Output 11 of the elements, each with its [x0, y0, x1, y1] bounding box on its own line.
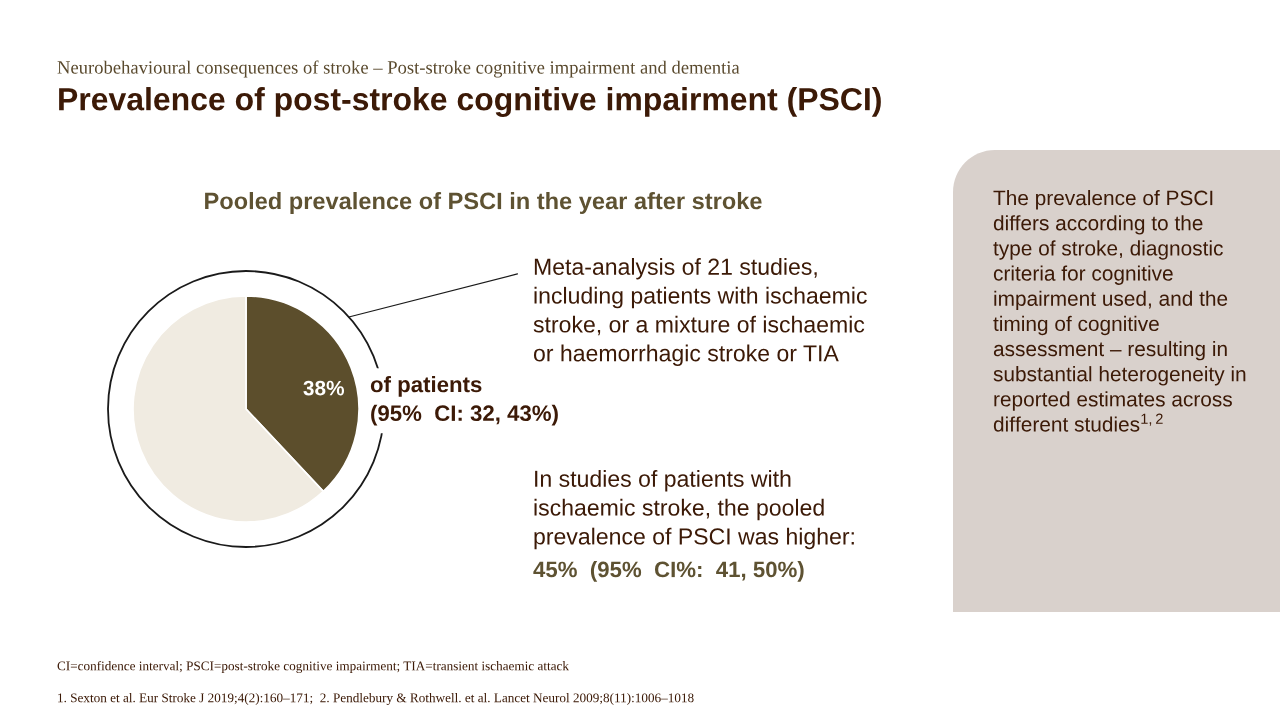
text: The prevalence of PSCI differs according to the type of stroke, diagnostic criteria for cognitive impairment used, and the timing of cognitive assessment – resulting in substantial heterogeneity in reported estimates across different studies$^{1,2}$ [993, 190, 1246, 432]
text: Meta-analysis of 21 studies, including patients with ischaemic stroke, or a mixture of ischaemic or haemorrhagic stroke or TIA [533, 258, 867, 367]
data-label: 38% [303, 380, 345, 396]
text: Pooled prevalence of PSCI in the year after stroke [205, 191, 762, 214]
text: 45% (95% CI%: 41, 50%) [533, 561, 804, 582]
text: Neurobehavioural consequences of stroke – Post-stroke cognitive impairment and dementia [57, 60, 740, 78]
text: of patients (95% CI: 32, 43%) [370, 376, 558, 426]
text: Prevalence of post-stroke cognitive impairment (PSCI) [59, 87, 881, 117]
text: In studies of patients with ischaemic stroke, the pooled prevalence of PSCI was higher: [534, 470, 854, 550]
text: CI=confidence interval; PSCI=post-stroke cognitive impairment; TIA=transient ischaemic attack [57, 660, 569, 674]
text: 1. Sexton et al. Eur Stroke J 2019;4(2):160–171; 2. Pendlebury & Rothwell. et al. Lancet Neurol 2009;8(11):1006–1018 [58, 693, 694, 705]
